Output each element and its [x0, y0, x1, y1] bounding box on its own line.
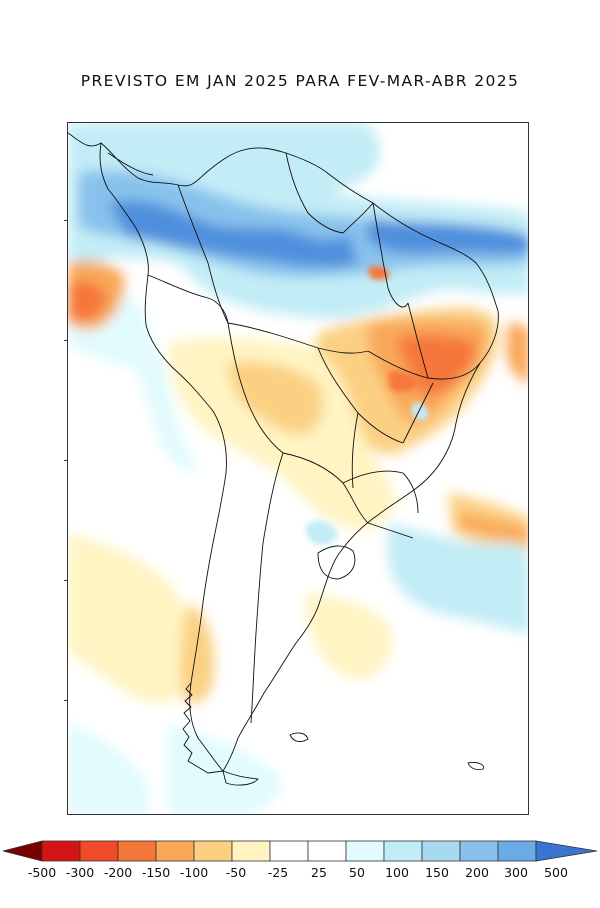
colorbar-end-right: [535, 840, 598, 862]
caribbean-coast: [107, 152, 154, 176]
dry-patch-atlantic-east: [506, 323, 528, 383]
colorbar: [2, 840, 598, 862]
colorbar-swatch: [345, 840, 385, 862]
colorbar-label: -150: [141, 865, 171, 880]
dry-region-argentina: [306, 593, 392, 679]
precipitation-anomaly-field: [68, 123, 528, 814]
border-paraguay-brazil: [342, 470, 419, 514]
colorbar-label: 100: [385, 865, 409, 880]
colorbar-label: -50: [225, 865, 247, 880]
border-brazil-states-4: [351, 412, 359, 489]
colorbar-label: -300: [65, 865, 95, 880]
dry-spot-bahia: [388, 371, 418, 393]
colorbar-swatch: [193, 840, 233, 862]
border-chile-argentina: [250, 452, 284, 724]
border-brazil-north: [227, 322, 369, 354]
axis-tick: [64, 340, 67, 341]
coastlines: [68, 132, 499, 786]
colorbar-label: 50: [349, 865, 365, 880]
colorbar-labels: -500 -300 -200 -150 -100 -50 -25 25 50 1…: [0, 865, 600, 883]
wet-region-south-atlantic: [388, 523, 528, 633]
anomaly-detail: [305, 265, 429, 545]
axis-tick: [64, 580, 67, 581]
dry-region-pacific-south: [68, 533, 192, 703]
border-brazil-states-3: [402, 382, 434, 444]
wet-strip-andes: [128, 313, 198, 472]
colorbar-swatch: [155, 840, 195, 862]
axis-tick: [64, 220, 67, 221]
border-ecuador-peru: [147, 274, 229, 324]
wet-spot-uruguay: [305, 521, 338, 545]
colorbar-label: -25: [267, 865, 289, 880]
colorbar-swatch: [269, 840, 309, 862]
colorbar-label: -100: [179, 865, 209, 880]
border-colombia-venezuela: [177, 184, 229, 324]
border-bolivia-paraguay: [282, 452, 369, 524]
colorbar-label: -500: [27, 865, 57, 880]
continent-outline: [99, 142, 499, 772]
chile-archipelago: [182, 682, 224, 774]
colorbar-swatch: [79, 840, 119, 862]
colorbar-swatch: [459, 840, 499, 862]
dry-peak-northeast: [398, 335, 477, 396]
colorbar-label: -200: [103, 865, 133, 880]
colorbar-swatch: [497, 840, 537, 862]
colorbar-label: 300: [504, 865, 528, 880]
border-venezuela-guyana: [285, 152, 344, 234]
colorbar-label: 25: [311, 865, 327, 880]
falklands-outline: [289, 732, 309, 743]
axis-tick: [64, 460, 67, 461]
wet-spot-coast: [411, 402, 429, 421]
map-title: PREVISTO EM JAN 2025 PARA FEV-MAR-ABR 20…: [80, 72, 520, 90]
colorbar-label: 200: [465, 865, 489, 880]
wet-band-strong: [108, 200, 358, 268]
dry-region-central: [168, 337, 398, 530]
border-peru-bolivia: [227, 322, 284, 454]
tierra-del-fuego-outline: [222, 770, 259, 786]
dry-streak-atlantic-core: [458, 513, 528, 543]
dry-core-pacific: [68, 281, 107, 321]
border-guianas: [342, 202, 374, 234]
colorbar-swatch: [231, 840, 271, 862]
axis-tick: [64, 700, 67, 701]
colorbar-swatch: [421, 840, 461, 862]
border-brazil-states-1: [317, 347, 404, 444]
colorbar-swatch: [117, 840, 157, 862]
border-brazil-states-6: [372, 202, 409, 308]
anomaly-map: [67, 122, 529, 815]
border-brazil-states-5: [407, 302, 429, 379]
border-argentina-uruguay: [367, 522, 414, 539]
anomaly-shading: [68, 123, 528, 814]
colorbar-label: 500: [544, 865, 568, 880]
uruguay-outline: [317, 545, 356, 580]
dry-strip-chile: [180, 603, 215, 703]
colorbar-end-left: [2, 840, 43, 862]
wet-region-southwest: [68, 723, 148, 814]
central-america-coast: [68, 132, 102, 147]
south-georgia-outline: [467, 762, 485, 771]
colorbar-label: 150: [425, 865, 449, 880]
colorbar-swatch: [307, 840, 347, 862]
colorbar-swatch: [383, 840, 423, 862]
dry-core-central: [228, 361, 324, 434]
colorbar-swatch: [41, 840, 81, 862]
